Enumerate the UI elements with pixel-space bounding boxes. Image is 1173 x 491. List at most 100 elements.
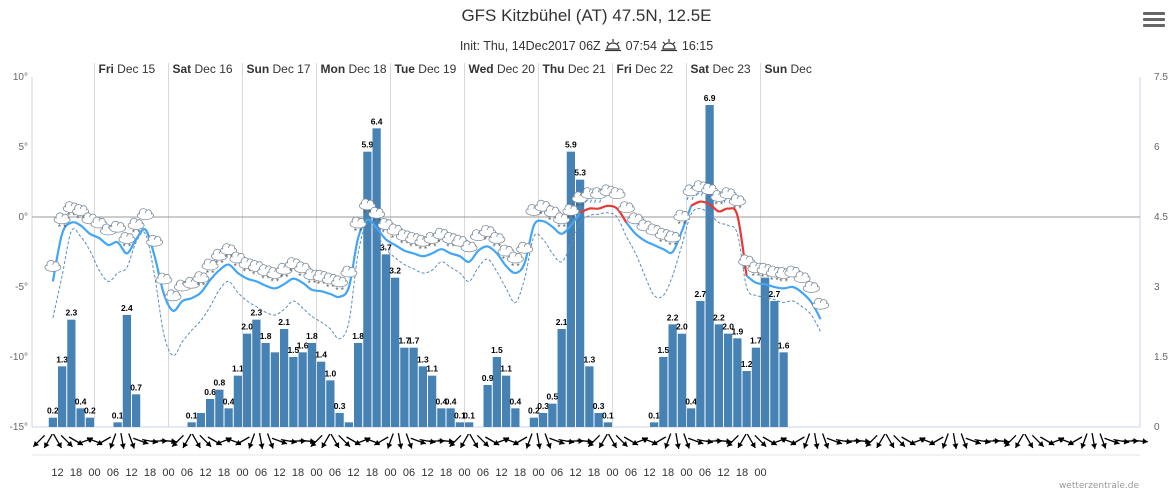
precip-label: 1.4	[315, 350, 327, 360]
precip-bar	[502, 375, 511, 427]
precip-label: 2.0	[676, 322, 688, 332]
precip-label: 2.0	[722, 322, 734, 332]
hour-tick-label: 06	[329, 467, 341, 479]
sunset-icon	[661, 39, 678, 52]
snow-icon: * *	[335, 286, 343, 295]
precip-bar	[363, 151, 372, 427]
hour-tick-label: 06	[403, 467, 415, 479]
day-name: Sat	[691, 62, 713, 76]
snow-icon: * *	[483, 235, 491, 244]
precip-bar	[705, 105, 714, 427]
cloud-icon: * *	[562, 203, 580, 223]
cloud-icon: * *	[192, 271, 210, 291]
temperature-line	[745, 274, 822, 320]
precip-bar	[668, 324, 677, 427]
precip-label: 1.8	[306, 331, 318, 341]
precip-label: 5.9	[361, 140, 373, 150]
wind-arrow	[266, 433, 275, 449]
hour-tick-label: 00	[384, 467, 396, 479]
precip-bar	[659, 357, 668, 427]
temperature-line-warm	[579, 204, 628, 224]
wind-arrow	[536, 433, 542, 449]
precip-label: 0.3	[593, 401, 605, 411]
precip-bar	[122, 315, 131, 427]
rain-icon	[686, 196, 689, 200]
precip-bar	[566, 151, 575, 427]
wind-arrow	[109, 433, 117, 449]
snow-icon: * *	[243, 268, 251, 277]
temperature-line	[625, 205, 693, 255]
cloud-icon: * *	[368, 206, 386, 226]
snow-icon: * *	[298, 272, 306, 281]
precip-label: 5.9	[565, 140, 577, 150]
precip-bar	[354, 343, 363, 427]
day-label: Sun Dec 17	[247, 62, 311, 76]
day-label: Thu Dec 21	[543, 62, 607, 76]
precip-bar	[742, 371, 751, 427]
wind-arrow	[449, 434, 462, 448]
day-date: Dec 23	[713, 62, 751, 76]
cloud-icon: * *	[53, 212, 71, 232]
precip-label: 1.8	[352, 331, 364, 341]
cloud-icon: * *	[220, 243, 238, 263]
precip-label: 0.1	[463, 410, 475, 420]
chart-menu-button[interactable]	[1143, 10, 1165, 28]
cloud-icon: * *	[331, 275, 349, 295]
snow-icon: * *	[252, 270, 260, 279]
cloud-icon	[618, 201, 635, 214]
precip-bar	[270, 352, 279, 427]
precip-bar	[252, 319, 261, 427]
precip-label: 1.7	[750, 336, 762, 346]
y2-tick-label: 0	[1154, 422, 1160, 433]
hour-tick-label: 00	[458, 467, 470, 479]
sunset-time: 16:15	[681, 39, 714, 53]
y-tick-label: 0°	[18, 212, 28, 223]
cloud-icon: * *	[507, 251, 524, 271]
cloud-icon	[793, 271, 811, 284]
wind-arrow	[247, 433, 256, 449]
precip-bar	[714, 324, 723, 427]
wind-arrow	[321, 433, 331, 449]
wind-arrow	[338, 434, 351, 448]
day-name: Sat	[173, 62, 195, 76]
wind-arrow	[651, 436, 667, 446]
precip-bar	[132, 394, 141, 427]
hour-tick-label: 18	[514, 467, 526, 479]
sunrise-time: 07:54	[625, 39, 657, 53]
precip-bar	[492, 357, 501, 427]
precip-label: 0.4	[75, 396, 87, 406]
hour-tick-label: 00	[310, 467, 322, 479]
precip-bar	[289, 357, 298, 427]
precip-label: 1.9	[731, 326, 743, 336]
hour-tick-label: 00	[680, 467, 692, 479]
precip-label: 0.4	[685, 396, 697, 406]
precip-bar	[326, 380, 335, 427]
day-name: Sun	[765, 62, 791, 76]
day-date: Dec 21	[568, 62, 606, 76]
precip-label: 6.4	[371, 116, 383, 126]
precip-bar	[48, 417, 57, 427]
wind-arrow	[60, 434, 73, 448]
snow-icon: * *	[76, 214, 84, 223]
precip-bar	[779, 352, 788, 427]
precip-bar	[483, 385, 492, 427]
wind-arrow	[754, 434, 767, 448]
dewpoint-line	[52, 208, 822, 357]
wind-arrow	[459, 433, 470, 449]
wind-arrow	[128, 433, 136, 449]
day-label: Fri Dec 22	[617, 62, 674, 76]
precip-label: 2.1	[556, 317, 568, 327]
hour-tick-label: 00	[236, 467, 248, 479]
rain-icon	[705, 195, 708, 199]
snow-icon: * *	[502, 255, 510, 264]
snow-icon: * *	[715, 200, 723, 209]
wind-arrow	[965, 437, 982, 445]
precip-bar	[307, 343, 316, 427]
rain-icon	[695, 192, 698, 196]
hour-tick-label: 18	[736, 467, 748, 479]
day-label: Tue Dec 19	[395, 62, 457, 76]
precip-bar	[751, 347, 760, 427]
snow-icon: * *	[308, 279, 316, 288]
